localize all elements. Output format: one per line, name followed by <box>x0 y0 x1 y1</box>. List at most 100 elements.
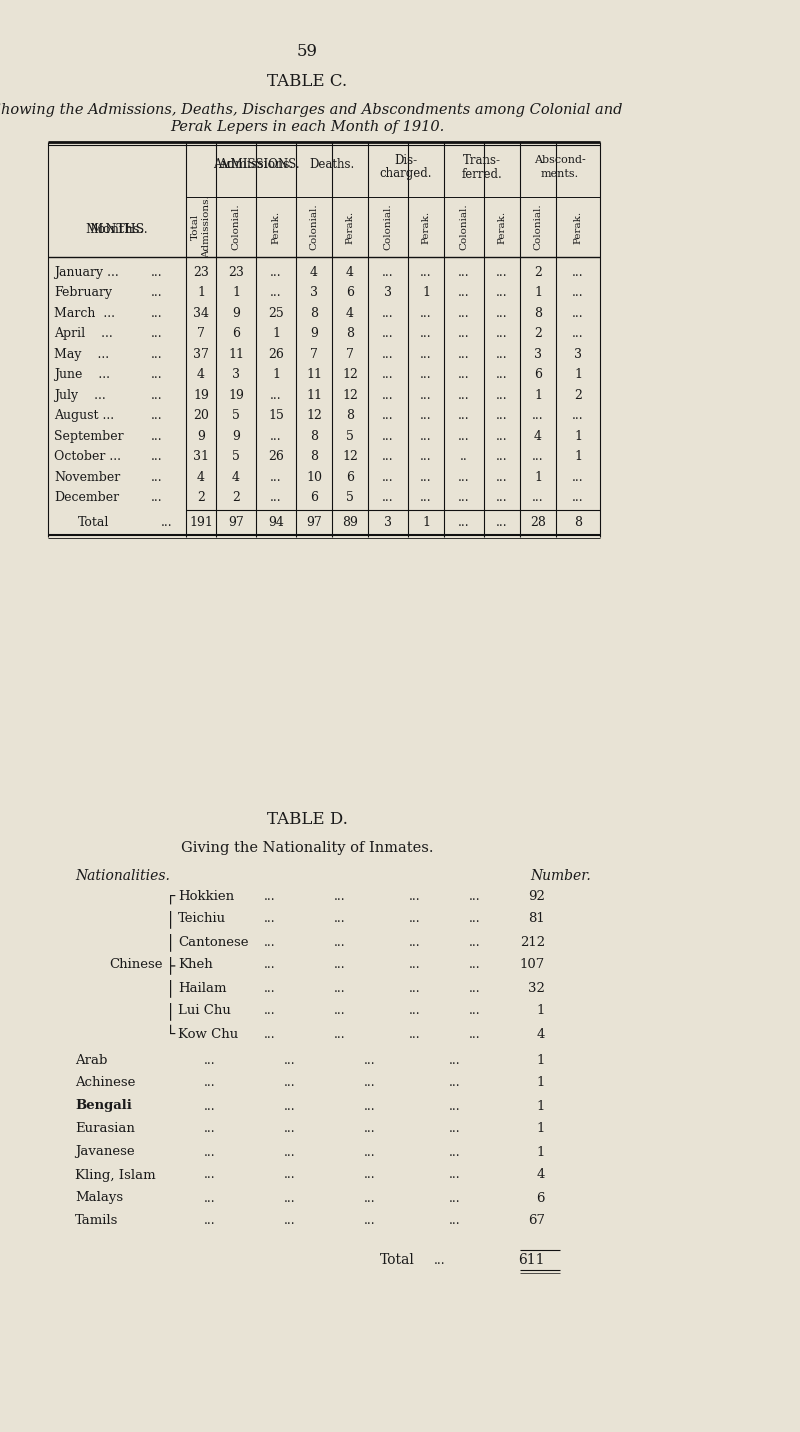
Text: 1: 1 <box>272 328 280 341</box>
Text: ...: ... <box>458 471 470 484</box>
Text: Giving the Nationality of Inmates.: Giving the Nationality of Inmates. <box>181 841 434 855</box>
Text: ...: ... <box>382 410 394 422</box>
Text: ...: ... <box>270 471 282 484</box>
Text: ...: ... <box>458 306 470 319</box>
Text: 8: 8 <box>574 516 582 528</box>
Text: ...: ... <box>382 328 394 341</box>
Text: 19: 19 <box>228 388 244 402</box>
Text: 19: 19 <box>193 388 209 402</box>
Text: ...: ... <box>409 912 421 925</box>
Text: ...: ... <box>151 306 163 319</box>
Text: 6: 6 <box>310 491 318 504</box>
Text: ...: ... <box>496 368 508 381</box>
Text: Total
Admissions.: Total Admissions. <box>191 196 210 258</box>
Text: ...: ... <box>151 410 163 422</box>
Text: 611: 611 <box>518 1253 545 1267</box>
Text: 4: 4 <box>537 1169 545 1181</box>
Text: ...: ... <box>151 491 163 504</box>
Text: June    ...: June ... <box>54 368 110 381</box>
Text: ...: ... <box>420 471 432 484</box>
Text: 2: 2 <box>197 491 205 504</box>
Text: ...: ... <box>409 981 421 994</box>
Text: ...: ... <box>204 1054 216 1067</box>
Text: 1: 1 <box>232 286 240 299</box>
Text: ...: ... <box>334 958 346 971</box>
Text: 1: 1 <box>537 1100 545 1113</box>
Text: 9: 9 <box>197 430 205 442</box>
Text: Perak.: Perak. <box>422 211 430 243</box>
Text: ...: ... <box>496 491 508 504</box>
Text: Hailam: Hailam <box>178 981 226 994</box>
Text: Cantonese: Cantonese <box>178 935 249 948</box>
Text: Perak.: Perak. <box>346 211 354 243</box>
Text: December: December <box>54 491 119 504</box>
Text: 7: 7 <box>310 348 318 361</box>
Text: 1: 1 <box>537 1004 545 1018</box>
Text: ...: ... <box>469 1028 481 1041</box>
Text: Kow Chu: Kow Chu <box>178 1028 238 1041</box>
Text: ...: ... <box>496 328 508 341</box>
Text: ...: ... <box>334 1028 346 1041</box>
Text: ...: ... <box>449 1123 461 1136</box>
Text: ...: ... <box>382 306 394 319</box>
Text: 92: 92 <box>528 889 545 902</box>
Text: 7: 7 <box>346 348 354 361</box>
Text: Chinese: Chinese <box>110 958 163 971</box>
Text: │: │ <box>166 979 175 997</box>
Text: 2: 2 <box>534 328 542 341</box>
Text: ...: ... <box>151 450 163 463</box>
Text: │: │ <box>166 911 175 928</box>
Text: ...: ... <box>161 516 173 528</box>
Text: Lui Chu: Lui Chu <box>178 1004 231 1018</box>
Text: ...: ... <box>284 1054 296 1067</box>
Text: 1: 1 <box>574 430 582 442</box>
Text: ...: ... <box>532 450 544 463</box>
Text: ...: ... <box>420 410 432 422</box>
Text: ...: ... <box>284 1169 296 1181</box>
Text: ...: ... <box>364 1146 376 1158</box>
Text: Perak Lepers in each Month of 1910.: Perak Lepers in each Month of 1910. <box>170 120 444 135</box>
Text: ...: ... <box>270 266 282 279</box>
Text: 12: 12 <box>342 450 358 463</box>
Text: 37: 37 <box>193 348 209 361</box>
Text: 25: 25 <box>268 306 284 319</box>
Text: 6: 6 <box>534 368 542 381</box>
Text: September: September <box>54 430 124 442</box>
Text: Colonial.: Colonial. <box>383 203 393 251</box>
Text: ...: ... <box>420 491 432 504</box>
Text: ...: ... <box>264 935 276 948</box>
Text: 31: 31 <box>193 450 209 463</box>
Text: ...: ... <box>572 410 584 422</box>
Text: 4: 4 <box>346 306 354 319</box>
Text: 1: 1 <box>537 1077 545 1090</box>
Text: ...: ... <box>469 958 481 971</box>
Text: ...: ... <box>204 1100 216 1113</box>
Text: Number.: Number. <box>530 869 590 884</box>
Text: April    ...: April ... <box>54 328 113 341</box>
Text: 26: 26 <box>268 450 284 463</box>
Text: 3: 3 <box>574 348 582 361</box>
Text: ...: ... <box>409 935 421 948</box>
Text: ...: ... <box>264 958 276 971</box>
Text: Perak.: Perak. <box>574 211 582 243</box>
Text: 8: 8 <box>310 430 318 442</box>
Text: ...: ... <box>469 912 481 925</box>
Text: Bengali: Bengali <box>75 1100 132 1113</box>
Text: Showing the Admissions, Deaths, Discharges and Abscondments among Colonial and: Showing the Admissions, Deaths, Discharg… <box>0 103 622 117</box>
Text: 9: 9 <box>232 306 240 319</box>
Text: │: │ <box>166 934 175 951</box>
Text: ...: ... <box>204 1123 216 1136</box>
Text: 5: 5 <box>346 491 354 504</box>
Text: ...: ... <box>364 1123 376 1136</box>
Text: October ...: October ... <box>54 450 121 463</box>
Text: 4: 4 <box>346 266 354 279</box>
Text: ...: ... <box>151 348 163 361</box>
Text: ...: ... <box>151 328 163 341</box>
Text: 1: 1 <box>574 450 582 463</box>
Text: Javanese: Javanese <box>75 1146 134 1158</box>
Text: 9: 9 <box>310 328 318 341</box>
Text: TABLE D.: TABLE D. <box>266 812 347 829</box>
Text: ...: ... <box>496 410 508 422</box>
Text: Trans-: Trans- <box>463 153 501 166</box>
Text: ...: ... <box>334 1004 346 1018</box>
